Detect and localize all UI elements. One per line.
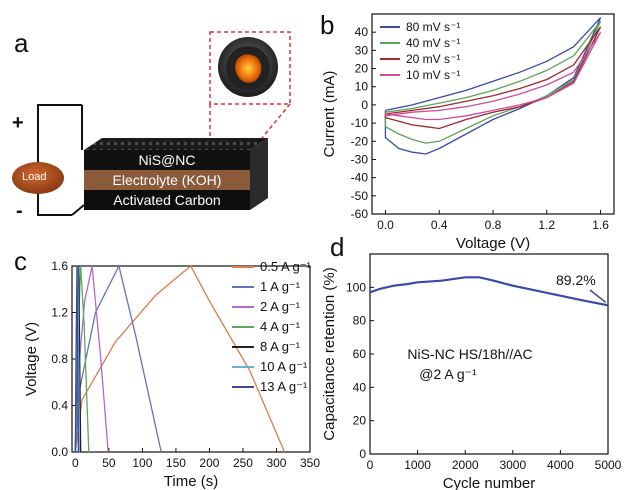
y-tick-label: 0.4 — [51, 399, 68, 413]
x-tick-label: 350 — [300, 456, 320, 470]
x-tick-label: 150 — [166, 456, 186, 470]
legend-label-4: 4 A g⁻¹ — [260, 319, 301, 334]
x-tick-label: 1.6 — [592, 218, 609, 232]
x-tick-label: 50 — [102, 456, 116, 470]
series-line-1 — [384, 17, 602, 155]
legend-label-4: 10 mV s⁻¹ — [406, 68, 460, 82]
y-tick-label: -50 — [351, 189, 369, 203]
panel-letter-a: a — [14, 28, 29, 58]
x-axis-label: Time (s) — [164, 473, 218, 490]
y-axis-label: Capacitance retention (%) — [321, 267, 338, 440]
x-tick-label: 4000 — [547, 458, 574, 472]
layer-nis-nc — [84, 150, 250, 170]
series-line-3 — [384, 26, 602, 130]
y-tick-label: 60 — [353, 347, 367, 361]
annotation-retention: 89.2% — [556, 272, 596, 288]
panel-letter-c: c — [14, 246, 27, 276]
layer-activated-carbon — [84, 190, 250, 210]
annotation-device: NiS-NC HS/18h//AC — [407, 346, 532, 362]
device-right-face — [250, 138, 268, 210]
x-tick-label: 300 — [266, 456, 286, 470]
x-tick-label: 200 — [199, 456, 219, 470]
x-axis-label: Voltage (V) — [456, 235, 530, 252]
y-tick-label: 100 — [346, 280, 366, 294]
y-tick-label: -10 — [351, 116, 369, 130]
y-axis-label: Voltage (V) — [23, 322, 40, 396]
plus-sign: + — [12, 112, 24, 134]
series-line-2 — [384, 20, 602, 144]
y-tick-label: 0 — [359, 447, 366, 461]
series-line-7 — [74, 265, 80, 453]
series-line-1 — [369, 276, 609, 307]
series-line-1 — [74, 264, 286, 453]
x-axis-label: Cycle number — [443, 475, 536, 490]
particle-core — [235, 54, 262, 83]
x-tick-label: 0 — [367, 458, 374, 472]
y-tick-label: 40 — [353, 380, 367, 394]
legend-label-1: 0.5 A g⁻¹ — [260, 259, 312, 274]
x-tick-label: 5000 — [595, 458, 622, 472]
legend-label-5: 8 A g⁻¹ — [260, 339, 301, 354]
y-tick-label: 80 — [353, 314, 367, 328]
y-tick-label: 0.8 — [51, 352, 68, 366]
load-label: Load — [22, 171, 47, 183]
load-ellipse — [12, 162, 64, 194]
legend-label-3: 20 mV s⁻¹ — [406, 52, 460, 66]
y-tick-label: -60 — [351, 207, 369, 221]
y-tick-label: 1.2 — [51, 306, 68, 320]
x-tick-label: 0.4 — [431, 218, 448, 232]
wire-bottom — [71, 204, 85, 216]
legend-label-3: 2 A g⁻¹ — [260, 299, 301, 314]
minus-sign: - — [16, 200, 23, 222]
zoom-box — [209, 31, 291, 105]
y-tick-label: 10 — [355, 80, 369, 94]
y-tick-label: 20 — [355, 62, 369, 76]
legend-label-2: 40 mV s⁻¹ — [406, 36, 460, 50]
legend-label-2: 1 A g⁻¹ — [260, 279, 301, 294]
zoom-line-right — [261, 103, 291, 139]
x-tick-label: 0.0 — [377, 218, 394, 232]
y-tick-label: -20 — [351, 134, 369, 148]
y-tick-label: 20 — [353, 414, 367, 428]
x-tick-label: 0 — [72, 456, 79, 470]
schematic-layer-label-1: NiS@NC — [138, 152, 196, 168]
panel-letter-d: d — [330, 232, 345, 262]
layer-electrolyte — [84, 170, 250, 190]
x-tick-label: 2000 — [452, 458, 479, 472]
annotation-current: @2 A g⁻¹ — [419, 366, 477, 382]
x-tick-label: 100 — [132, 456, 152, 470]
legend-label-7: 13 A g⁻¹ — [260, 379, 308, 394]
annotation-arrow — [589, 289, 607, 303]
y-tick-label: -30 — [351, 152, 369, 166]
y-tick-label: 0 — [361, 98, 368, 112]
x-tick-label: 3000 — [499, 458, 526, 472]
x-tick-label: 0.8 — [485, 218, 502, 232]
device-top-face — [84, 138, 268, 150]
y-tick-label: -40 — [351, 171, 369, 185]
legend-label-6: 10 A g⁻¹ — [260, 359, 308, 374]
y-axis-label: Current (mA) — [321, 71, 338, 158]
series-line-4 — [384, 31, 602, 121]
schematic-layer-label-2: Electrolyte (KOH) — [112, 172, 222, 188]
y-tick-label: 1.6 — [51, 259, 68, 273]
x-tick-label: 1.2 — [538, 218, 555, 232]
schematic-diagram — [12, 31, 291, 216]
y-tick-label: 30 — [355, 43, 369, 57]
schematic-layer-label-3: Activated Carbon — [113, 192, 221, 208]
y-tick-label: 40 — [355, 25, 369, 39]
circuit-wire — [37, 104, 82, 216]
x-tick-label: 250 — [233, 456, 253, 470]
panel-letter-b: b — [320, 10, 335, 40]
series-line-3 — [74, 265, 109, 453]
x-tick-label: 1000 — [404, 458, 431, 472]
legend-label-1: 80 mV s⁻¹ — [406, 20, 460, 34]
y-tick-label: 0.0 — [51, 445, 68, 459]
